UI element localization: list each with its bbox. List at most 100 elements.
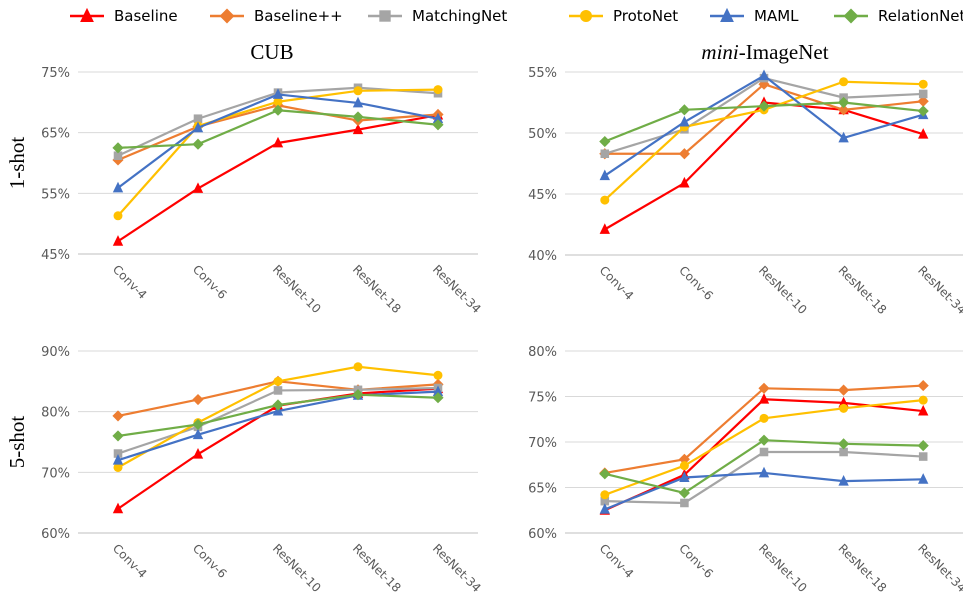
- point-protonet: [679, 461, 689, 471]
- point-relationnet: [599, 468, 611, 480]
- series-relationnet: [599, 96, 929, 148]
- point-maml: [432, 385, 444, 397]
- point-relationnet: [192, 418, 204, 430]
- y-tick-label: 70%: [528, 436, 557, 451]
- point-maml: [432, 112, 444, 124]
- point-matchingnet: [600, 496, 610, 506]
- series-maml: [112, 385, 444, 465]
- x-tick-label: Conv-4: [597, 541, 637, 581]
- panel-cub-5-shot: 60% 70% 80% 90% Conv-4 Conv-6 ResNet-10 ResNet-…: [41, 345, 484, 595]
- point-baseline: [112, 235, 124, 246]
- x-tick-label: ResNet-34: [430, 262, 484, 316]
- point-relationnet: [272, 104, 284, 116]
- point-baseline: [352, 123, 364, 135]
- point-matchingnet: [680, 498, 689, 508]
- point-protonet: [433, 85, 443, 95]
- y-tick-label: 65%: [41, 127, 70, 142]
- point-matchingnet: [113, 151, 123, 160]
- point-relationnet: [678, 487, 690, 499]
- x-tick-label: ResNet-18: [350, 541, 404, 595]
- legend-marker-baseline: [219, 8, 235, 24]
- point-baseline: [758, 393, 770, 404]
- x-tick-label: Conv-6: [676, 541, 716, 581]
- point-maml: [838, 474, 849, 486]
- point-relationnet: [678, 104, 690, 116]
- point-maml: [758, 466, 770, 478]
- legend-item-relationnet: RelationNet: [834, 7, 963, 25]
- y-tick-label: 75%: [528, 391, 557, 406]
- point-maml: [679, 471, 690, 482]
- point-baseline: [917, 95, 929, 107]
- point-protonet: [113, 462, 123, 472]
- point-protonet: [600, 490, 610, 500]
- x-tick-label: Conv-6: [190, 262, 230, 302]
- point-baseline: [918, 128, 929, 139]
- point-maml: [918, 473, 929, 484]
- legend-marker-matchingnet: [379, 10, 391, 22]
- point-protonet: [918, 395, 928, 405]
- series-line-maml: [604, 74, 924, 177]
- point-relationnet: [838, 96, 850, 109]
- x-tick-label: ResNet-34: [430, 541, 484, 595]
- series-protonet: [600, 395, 928, 500]
- legend-label-maml: MAML: [754, 7, 799, 25]
- x-tick-label: Conv-4: [110, 262, 150, 302]
- point-matchingnet: [113, 449, 123, 458]
- legend-marker-maml: [720, 7, 734, 22]
- y-tick-label: 60%: [41, 527, 70, 542]
- x-tick-label: ResNet-34: [915, 541, 963, 595]
- legend-item-maml: MAML: [710, 7, 799, 25]
- point-protonet: [353, 362, 363, 372]
- point-relationnet: [758, 434, 770, 446]
- y-tick-label: 45%: [528, 188, 557, 203]
- legend-marker-baseline: [80, 7, 94, 22]
- column-title-2: mini-ImageNet: [701, 40, 828, 64]
- point-baseline: [758, 78, 770, 90]
- legend-item-matchingnet: MatchingNet: [368, 7, 507, 25]
- point-relationnet: [272, 399, 284, 411]
- legend-label-baseline: Baseline++: [254, 7, 343, 25]
- point-relationnet: [432, 119, 444, 131]
- point-protonet: [759, 413, 769, 423]
- x-tick-label: ResNet-18: [350, 262, 404, 316]
- y-tick-label: 70%: [41, 466, 70, 481]
- x-tick-label: ResNet-10: [756, 263, 810, 317]
- point-matchingnet: [918, 452, 928, 461]
- point-relationnet: [112, 142, 124, 154]
- point-baseline: [272, 136, 284, 148]
- x-tick-label: ResNet-34: [915, 263, 963, 317]
- point-relationnet: [758, 100, 770, 112]
- point-protonet: [273, 376, 283, 386]
- series-protonet: [113, 362, 443, 472]
- y-tick-label: 80%: [528, 345, 557, 360]
- point-maml: [599, 169, 610, 181]
- y-tick-label: 60%: [528, 527, 557, 542]
- point-relationnet: [352, 111, 364, 123]
- point-matchingnet: [273, 386, 283, 395]
- x-tick-label: ResNet-18: [835, 263, 889, 317]
- legend-item-protonet: ProtoNet: [569, 7, 678, 25]
- y-tick-label: 50%: [528, 127, 557, 142]
- y-tick-label: 40%: [528, 249, 557, 264]
- point-maml: [192, 121, 204, 133]
- x-tick-label: ResNet-10: [270, 541, 324, 595]
- x-tick-label: Conv-6: [190, 541, 230, 581]
- point-baseline: [192, 182, 204, 193]
- point-baseline: [112, 502, 124, 514]
- series-baseline: [599, 96, 929, 234]
- legend: Baseline Baseline++ MatchingNet ProtoNet MAM…: [70, 7, 963, 25]
- point-maml: [352, 96, 364, 108]
- point-maml: [192, 428, 204, 440]
- point-protonet: [839, 403, 849, 413]
- point-relationnet: [432, 392, 444, 404]
- y-tick-label: 80%: [41, 406, 70, 421]
- point-relationnet: [352, 389, 364, 401]
- y-tick-label: 55%: [41, 187, 70, 202]
- point-relationnet: [917, 105, 929, 117]
- legend-label-baseline: Baseline: [114, 7, 178, 25]
- point-matchingnet: [193, 114, 203, 123]
- point-protonet: [918, 79, 928, 89]
- x-tick-label: Conv-4: [110, 541, 150, 581]
- point-matchingnet: [839, 447, 848, 457]
